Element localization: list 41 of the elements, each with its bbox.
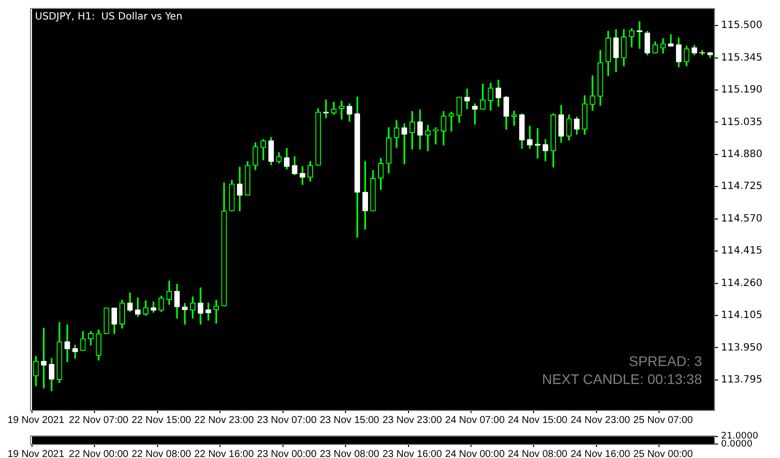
x-tick-label: 23 Nov 08:00 <box>320 448 380 458</box>
x-tick-label: 19 Nov 2021 <box>8 448 65 458</box>
x-tick-label: 23 Nov 00:00 <box>257 448 317 458</box>
x-tick-label: 23 Nov 16:00 <box>382 448 442 458</box>
x-tick-label: 22 Nov 00:00 <box>68 448 129 458</box>
x-tick-label: 24 Nov 23:00 <box>570 414 631 426</box>
y-tick-label: 114.570 <box>721 213 762 224</box>
annotation: SPREAD: 3 <box>628 353 702 369</box>
x-tick-label: 23 Nov 15:00 <box>320 414 380 426</box>
y-tick-label: 113.950 <box>721 342 762 354</box>
x-tick-label: 23 Nov 07:00 <box>257 414 317 426</box>
x-tick-label: 24 Nov 07:00 <box>445 414 506 426</box>
y-tick-label: 114.260 <box>721 278 762 289</box>
x-tick-label: 19 Nov 2021 <box>8 414 65 426</box>
x-tick-label: 25 Nov 07:00 <box>633 414 694 426</box>
y-tick-label: 115.500 <box>721 20 762 32</box>
y-tick-label: 114.725 <box>721 181 762 192</box>
annotation: NEXT CANDLE: 00:13:38 <box>542 371 702 387</box>
y-tick-label: 114.415 <box>721 246 762 257</box>
x-tick-label: 24 Nov 15:00 <box>508 414 568 426</box>
y-tick-label: 115.035 <box>721 116 762 128</box>
y-tick-label: 114.880 <box>721 149 762 160</box>
candlestick <box>323 99 329 118</box>
y-tick-label: 114.105 <box>721 310 762 322</box>
x-tick-label: 22 Nov 23:00 <box>194 414 254 426</box>
x-tick-label: 23 Nov 23:00 <box>382 414 442 426</box>
x-tick-label: 25 Nov 00:00 <box>633 448 694 458</box>
x-tick-label: 24 Nov 08:00 <box>508 448 568 458</box>
chart-title: USDJPY, H1: US Dollar vs Yen <box>35 12 182 23</box>
x-tick-label: 24 Nov 16:00 <box>570 448 631 458</box>
candlestick <box>300 166 306 185</box>
x-tick-label: 24 Nov 00:00 <box>445 448 506 458</box>
x-tick-label: 22 Nov 16:00 <box>194 448 254 458</box>
y-tick-label: 115.345 <box>721 52 762 64</box>
x-tick-label: 22 Nov 07:00 <box>68 414 129 426</box>
y-tick-label: 113.795 <box>721 374 762 386</box>
y-tick-label: 115.190 <box>721 84 762 96</box>
candlestick <box>464 88 470 110</box>
x-tick-label: 22 Nov 08:00 <box>132 448 192 458</box>
x-tick-label: 22 Nov 15:00 <box>132 414 192 426</box>
y-tick-label: 0.0000 <box>721 439 753 450</box>
